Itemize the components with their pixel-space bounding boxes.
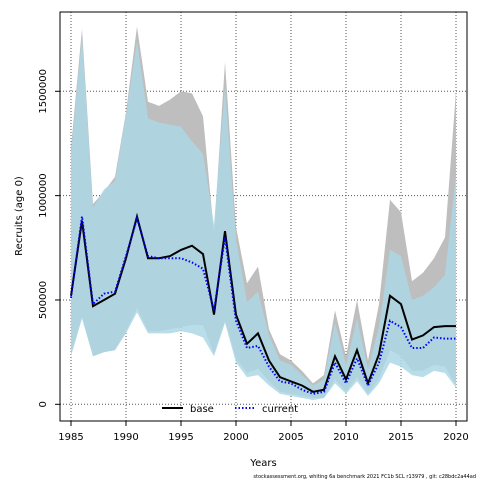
confidence-bands [71,26,456,401]
x-axis-title: Years [249,458,276,469]
y-tick-label: 0 [38,401,49,407]
y-axis: 0 500000 1000000 1500000 [38,69,60,407]
legend-base-label: base [190,404,214,415]
y-tick-label: 1500000 [38,69,49,114]
x-tick-label: 1995 [168,432,193,443]
footer-text: stockassessment.org, whiting 6a benchmar… [253,474,476,480]
plot-frame [59,11,468,422]
legend: base current [162,404,298,415]
band-current [71,37,456,401]
y-axis-title: Recruits (age 0) [14,176,25,256]
x-tick-label: 2020 [443,432,468,443]
x-tick-label: 2010 [333,432,358,443]
series-line-current [70,215,456,395]
series-line-base [70,212,456,393]
legend-current-label: current [262,404,298,415]
x-tick-label: 1985 [58,432,83,443]
x-axis: 1985 1990 1995 2000 2005 2010 2015 2020 [58,421,469,443]
series-lines [70,212,456,395]
x-tick-label: 1990 [113,432,138,443]
x-tick-label: 2015 [388,432,413,443]
y-tick-label: 1000000 [38,173,49,218]
y-tick-label: 500000 [38,281,49,319]
x-tick-label: 2000 [223,432,248,443]
x-tick-label: 2005 [278,432,303,443]
